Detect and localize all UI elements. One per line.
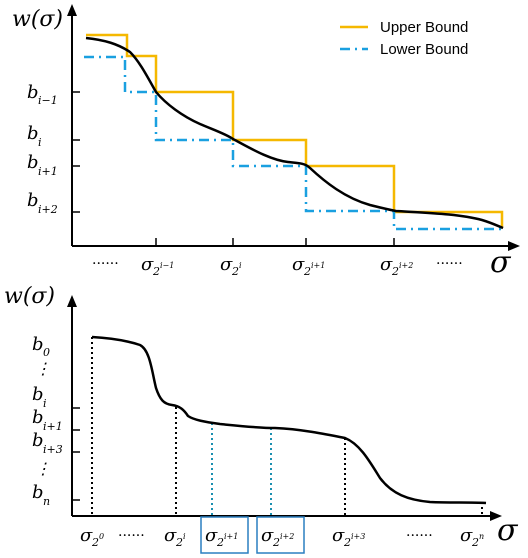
- bottom-y-tick-b0-sub: 0: [43, 346, 50, 359]
- top-x-tick-3: σ 2 i+1: [292, 238, 325, 278]
- top-y-tick-1: b i−1: [27, 82, 80, 107]
- top-y-tick-4: b i+2: [27, 190, 80, 216]
- lower-bound-line: [84, 55, 502, 231]
- bottom-x-tick-2-i2-sup: i+2: [280, 532, 294, 541]
- top-x-tick-1: σ 2 i−1: [141, 238, 174, 278]
- top-y-axis-label: w(σ): [12, 7, 63, 32]
- bottom-y-axis-label: w(σ): [4, 284, 55, 309]
- top-x-tick-3-base: σ: [292, 254, 305, 275]
- bottom-y-vdots-1: ⋮: [35, 359, 51, 378]
- top-x-tick-1-sup: i−1: [160, 261, 174, 270]
- bottom-x-tick-2-i2-base: σ: [261, 525, 274, 546]
- bottom-x-tick-2-i: σ 2 i: [164, 525, 186, 549]
- bottom-y-tick-b0: b 0: [32, 334, 50, 359]
- legend-upper-label: Upper Bound: [380, 19, 468, 36]
- bottom-x-tick-2-i1: σ 2 i+1: [205, 525, 238, 549]
- bottom-dots-1: ......: [118, 524, 145, 540]
- bottom-x-tick-2-i1-sub: 2: [216, 536, 224, 549]
- bottom-x-tick-2-i-base: σ: [164, 525, 177, 546]
- highlight-box-2-i2: [256, 516, 305, 554]
- bottom-y-tick-bi: b i: [32, 384, 80, 410]
- bottom-dots-2: ......: [406, 524, 433, 540]
- top-y-tick-2: b i: [27, 123, 80, 149]
- top-x-tick-4-sub: 2: [391, 265, 399, 278]
- top-y-tick-1-sub: i−1: [38, 94, 58, 107]
- bottom-x-tick-2-i1-sup: i+1: [224, 532, 238, 541]
- bottom-panel: w(σ) b 0 ⋮ b i b i+1 b i+3 ⋮ b n: [4, 284, 519, 554]
- bottom-x-tick-2-i3: σ 2 i+3: [332, 525, 365, 549]
- top-x-arrow: [508, 241, 520, 251]
- top-x-axis-label: σ: [490, 245, 512, 280]
- bottom-y-tick-bi-base: b: [32, 384, 44, 405]
- top-x-tick-2-sup: i: [239, 261, 242, 270]
- bottom-y-tick-bi3-base: b: [32, 430, 44, 451]
- legend: Upper Bound Lower Bound: [340, 19, 468, 58]
- highlight-box-2-i1: [200, 516, 249, 554]
- top-y-tick-1-base: b: [27, 82, 39, 103]
- bottom-x-tick-2-i-sub: 2: [175, 536, 183, 549]
- bottom-y-tick-b0-base: b: [32, 334, 44, 355]
- bottom-x-axis-label: σ: [497, 513, 519, 548]
- bottom-y-tick-bi1-sub: i+1: [43, 420, 63, 433]
- bottom-x-tick-2-i1-base: σ: [205, 525, 218, 546]
- bottom-x-tick-2-i3-sub: 2: [343, 536, 351, 549]
- top-y-tick-4-base: b: [27, 190, 39, 211]
- top-panel: w(σ) b i−1 b i b i+1 b i+2 σ 2 i−1: [12, 4, 520, 280]
- bottom-x-tick-2-n-sup: n: [479, 532, 484, 541]
- bottom-x-tick-2-0-base: σ: [80, 525, 93, 546]
- bottom-x-tick-2-0-sub: 2: [91, 536, 99, 549]
- bottom-x-arrow: [490, 511, 502, 521]
- top-x-tick-2-base: σ: [220, 254, 233, 275]
- top-y-tick-2-sub: i: [38, 136, 42, 149]
- top-x-tick-2: σ 2 i: [220, 238, 242, 278]
- bottom-y-tick-bi1: b i+1: [32, 407, 80, 433]
- legend-lower-label: Lower Bound: [380, 41, 468, 58]
- top-weight-curve: [85, 36, 504, 230]
- top-right-dots: ......: [436, 252, 463, 268]
- top-y-tick-4-sub: i+2: [38, 203, 58, 216]
- bottom-x-tick-2-n-sub: 2: [471, 536, 479, 549]
- bottom-y-tick-bi3-sub: i+3: [43, 443, 63, 456]
- bottom-x-tick-2-i3-base: σ: [332, 525, 345, 546]
- bottom-x-tick-2-i3-sup: i+3: [351, 532, 365, 541]
- bottom-y-tick-bi1-base: b: [32, 407, 44, 428]
- top-x-tick-4-base: σ: [380, 254, 393, 275]
- bottom-y-tick-bi3: b i+3: [32, 430, 80, 456]
- top-y-tick-2-base: b: [27, 123, 39, 144]
- bottom-y-vdots-2: ⋮: [35, 459, 51, 478]
- top-y-arrow: [67, 4, 77, 16]
- top-x-tick-1-sub: 2: [152, 265, 160, 278]
- top-x-tick-3-sub: 2: [303, 265, 311, 278]
- bottom-y-tick-bn-base: b: [32, 482, 44, 503]
- top-left-dots: ......: [92, 252, 119, 268]
- bottom-y-arrow: [67, 295, 77, 307]
- bottom-x-tick-2-i-sup: i: [183, 532, 186, 541]
- bottom-y-tick-bn-sub: n: [43, 495, 50, 508]
- top-x-tick-2-sub: 2: [231, 265, 239, 278]
- bottom-weight-curve: [91, 335, 487, 505]
- top-x-tick-4: σ 2 i+2: [380, 238, 413, 278]
- bottom-x-tick-2-n-base: σ: [460, 525, 473, 546]
- bottom-x-tick-2-i2: σ 2 i+2: [261, 525, 294, 549]
- top-x-tick-3-sup: i+1: [311, 261, 325, 270]
- bottom-y-tick-bn: b n: [32, 482, 80, 508]
- bottom-x-tick-2-n: σ 2 n: [460, 525, 484, 549]
- top-y-tick-3-base: b: [27, 152, 39, 173]
- bottom-y-tick-bi-sub: i: [43, 397, 47, 410]
- upper-bound-line: [86, 33, 504, 228]
- top-x-tick-1-base: σ: [141, 254, 154, 275]
- top-y-tick-3-sub: i+1: [38, 165, 58, 178]
- top-y-tick-3: b i+1: [27, 152, 80, 178]
- bottom-x-tick-2-i2-sub: 2: [272, 536, 280, 549]
- bottom-x-tick-2-0: σ 2 0: [80, 525, 104, 549]
- bottom-x-tick-2-0-sup: 0: [99, 532, 104, 541]
- top-x-tick-4-sup: i+2: [399, 261, 413, 270]
